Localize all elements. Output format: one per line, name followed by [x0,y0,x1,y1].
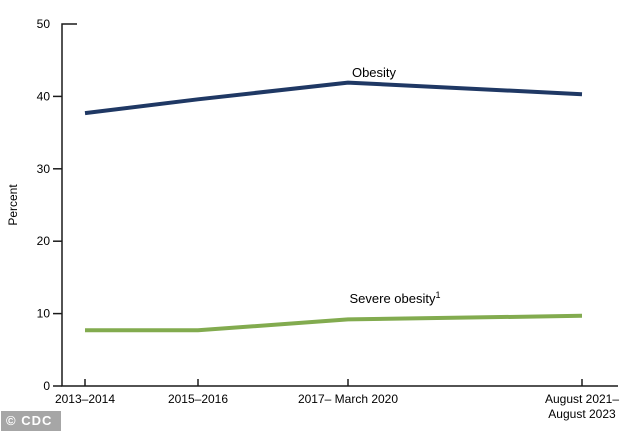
y-tick-label: 50 [37,17,51,31]
severe-obesity-line [85,313,583,333]
y-tick-label: 20 [37,234,51,248]
x-tick-label: 2013–2014 [55,392,115,406]
x-tick-label: August 2021– August 2023 [545,392,619,421]
y-tick-label: 0 [43,379,50,393]
y-tick-label: 40 [37,89,51,103]
axis-spine [61,23,618,387]
x-tick-label: 2017– March 2020 [298,392,398,406]
y-tick-label: 10 [37,307,51,321]
y-tick-label: 30 [37,162,51,176]
cdc-watermark: © CDC [1,411,62,431]
obesity-label: Obesity [352,65,397,80]
x-tick-label: 2015–2016 [168,392,228,406]
axes-group: 0 10 20 30 40 50 Percent 2013–2014 2015–2016 2017… [6,17,619,421]
series-group: Obesity Severe obesity1 [84,65,583,333]
obesity-line [84,80,583,116]
y-axis-title: Percent [6,184,20,226]
severe-obesity-label: Severe obesity1 [349,290,440,306]
